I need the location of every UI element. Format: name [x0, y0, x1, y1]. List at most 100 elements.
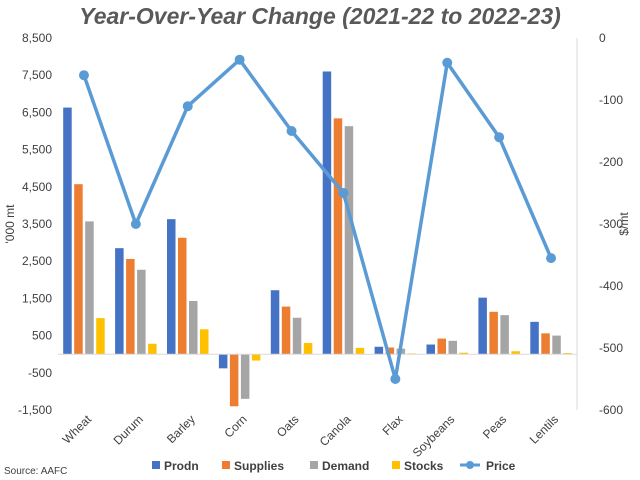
legend-item-price: Price [460, 459, 516, 473]
bar-prodn-corn [218, 354, 228, 369]
bar-stocks-oats [303, 343, 313, 355]
y-tick-label: 500 [32, 329, 52, 343]
bar-supplies-oats [281, 306, 291, 355]
x-axis-ticks: Wheat Durum Barley Corn Oats Canola Flax Soybea… [60, 412, 562, 460]
bar-demand-peas [500, 315, 509, 355]
x-tick-label-wheat: Wheat [60, 412, 95, 447]
y2-tick-label: -500 [599, 341, 623, 355]
price-point-canola [338, 188, 349, 198]
bar-supplies-canola [333, 118, 343, 355]
x-tick-label-peas: Peas [480, 412, 509, 441]
legend-swatch-prodn [152, 461, 160, 469]
price-point-lentils [546, 253, 557, 264]
bar-prodn-lentils [530, 321, 539, 355]
y2-axis-label: $/mt [617, 212, 631, 236]
legend-item-demand: Demand [310, 459, 369, 473]
bar-prodn-canola [322, 71, 332, 355]
bar-demand-canola [344, 126, 354, 355]
price-point-wheat [78, 70, 89, 81]
y2-tick-label: -300 [599, 217, 623, 231]
y2-tick-label: -200 [599, 155, 623, 169]
bar-supplies-wheat [74, 184, 83, 355]
x-tick-label-corn: Corn [221, 412, 249, 440]
bar-stocks-peas [511, 351, 520, 355]
bar-prodn-soybeans [426, 344, 435, 355]
legend-label-prodn: Prodn [164, 459, 199, 473]
bar-stocks-durum [148, 343, 157, 355]
bar-demand-lentils [552, 335, 561, 355]
legend-swatch-stocks [392, 461, 400, 469]
y-axis-ticks: -1,500 -500 500 1,500 2,500 3,500 4,500 5,500 6,… [18, 31, 52, 417]
bar-stocks-wheat [96, 318, 105, 355]
bar-prodn-wheat [63, 107, 72, 355]
y-tick-label: 5,500 [22, 143, 52, 157]
y-tick-label: 4,500 [22, 180, 52, 194]
bar-supplies-soybeans [437, 338, 446, 355]
bar-supplies-peas [489, 311, 498, 355]
y2-tick-label: -600 [599, 403, 623, 417]
legend-label-price: Price [486, 459, 516, 473]
legend-marker-price [466, 461, 474, 469]
bar-demand-oats [292, 317, 302, 355]
legend-item-stocks: Stocks [392, 459, 444, 473]
bar-prodn-durum [115, 248, 124, 355]
legend-swatch-supplies [222, 461, 230, 469]
y-tick-label: 3,500 [22, 217, 52, 231]
source-note: Source: AAFC [4, 466, 67, 477]
bar-demand-barley [189, 301, 198, 355]
bar-supplies-flax [385, 347, 395, 355]
legend-label-stocks: Stocks [404, 459, 444, 473]
y-tick-label: -1,500 [18, 403, 52, 417]
x-tick-label-soybeans: Soybeans [410, 412, 458, 460]
bar-stocks-lentils [563, 353, 572, 355]
x-tick-label-lentils: Lentils [527, 412, 561, 446]
bar-stocks-soybeans [459, 352, 468, 355]
bar-prodn-oats [270, 290, 280, 355]
y2-tick-label: 0 [599, 31, 606, 45]
price-point-corn [234, 54, 245, 65]
legend: Prodn Supplies Demand Stocks Price [152, 459, 516, 473]
bar-stocks-corn [251, 354, 261, 361]
price-point-soybeans [442, 57, 453, 68]
x-tick-label-barley: Barley [164, 412, 198, 446]
price-point-flax [390, 374, 401, 384]
legend-item-prodn: Prodn [152, 459, 199, 473]
bar-demand-corn [240, 354, 250, 399]
price-point-barley [182, 101, 193, 112]
legend-swatch-demand [310, 461, 318, 469]
price-point-peas [494, 132, 505, 143]
y-tick-label: 2,500 [22, 254, 52, 268]
bar-supplies-lentils [541, 333, 550, 355]
y-axis-label: '000 mt [3, 204, 17, 244]
bar-stocks-canola [355, 347, 365, 355]
y-tick-label: 1,500 [22, 291, 52, 305]
y2-tick-label: -100 [599, 93, 623, 107]
x-tick-label-durum: Durum [111, 412, 146, 447]
bar-demand-soybeans [448, 340, 457, 355]
price-point-oats [286, 126, 297, 136]
legend-label-supplies: Supplies [234, 459, 284, 473]
y2-tick-label: -400 [599, 279, 623, 293]
y-tick-label: 8,500 [22, 31, 52, 45]
bar-series-group [63, 71, 572, 407]
bar-demand-wheat [85, 221, 94, 355]
x-tick-label-canola: Canola [317, 412, 354, 449]
bar-prodn-peas [478, 297, 487, 355]
legend-label-demand: Demand [322, 459, 369, 473]
price-line-path [82, 57, 553, 381]
legend-item-supplies: Supplies [222, 459, 284, 473]
x-tick-label-oats: Oats [274, 412, 302, 440]
y-tick-label: 7,500 [22, 68, 52, 82]
x-tick-label-flax: Flax [380, 412, 406, 438]
y-tick-label: -500 [28, 366, 52, 380]
y2-axis-ticks: -600 -500 -400 -300 -200 -100 0 [599, 31, 623, 417]
bar-supplies-corn [229, 354, 239, 407]
bar-demand-durum [137, 269, 146, 355]
bar-prodn-flax [374, 346, 384, 355]
price-line-series [78, 54, 557, 384]
y-tick-label: 6,500 [22, 105, 52, 119]
bar-stocks-barley [200, 329, 209, 355]
bar-supplies-durum [126, 258, 135, 355]
price-point-durum [130, 219, 141, 229]
